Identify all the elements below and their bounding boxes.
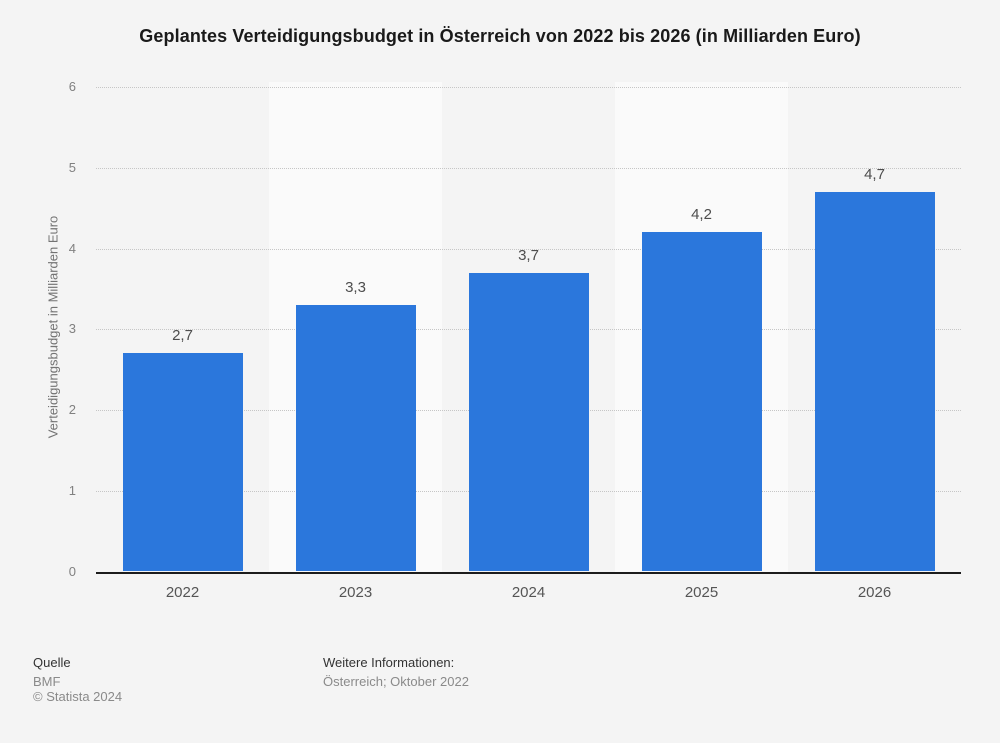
info-value: Österreich; Oktober 2022	[323, 674, 469, 689]
info-block: Weitere Informationen: Österreich; Oktob…	[323, 655, 469, 689]
bar-2023	[295, 305, 416, 572]
value-label-2026: 4,7	[864, 165, 885, 183]
value-label-2025: 4,2	[691, 206, 712, 224]
x-tick-label-2024: 2024	[511, 584, 546, 601]
source-value: BMF	[33, 674, 61, 689]
source-block: Quelle BMF © Statista 2024	[33, 655, 122, 704]
y-tick-label-0: 0	[68, 563, 76, 579]
y-tick-label-6: 6	[68, 79, 76, 94]
y-tick-label-1: 1	[68, 482, 76, 498]
gridline	[96, 167, 961, 169]
x-tick-label-2025: 2025	[684, 584, 719, 601]
x-axis-line	[96, 571, 961, 574]
chart-title: Geplantes Verteidigungsbudget in Österre…	[139, 26, 861, 46]
y-tick-label-5: 5	[68, 159, 76, 175]
info-label: Weitere Informationen:	[323, 655, 455, 670]
y-tick-label-4: 4	[68, 240, 76, 256]
x-tick-label-2022: 2022	[165, 584, 200, 601]
x-tick-label-2023: 2023	[338, 584, 373, 601]
bar-2025	[641, 232, 762, 572]
source-label: Quelle	[33, 655, 71, 670]
value-label-2023: 3,3	[345, 279, 366, 297]
value-label-2022: 2,7	[172, 327, 193, 345]
value-label-2024: 3,7	[518, 246, 539, 264]
gridline	[96, 87, 961, 88]
gridline	[96, 248, 961, 250]
y-tick-label-3: 3	[68, 321, 76, 337]
x-tick-label-2026: 2026	[857, 584, 892, 601]
bar-2022	[122, 353, 243, 572]
y-tick-label-2: 2	[68, 402, 76, 417]
bar-2024	[468, 272, 589, 572]
copyright-notice: © Statista 2024	[33, 689, 123, 704]
bar-2026	[814, 191, 935, 572]
